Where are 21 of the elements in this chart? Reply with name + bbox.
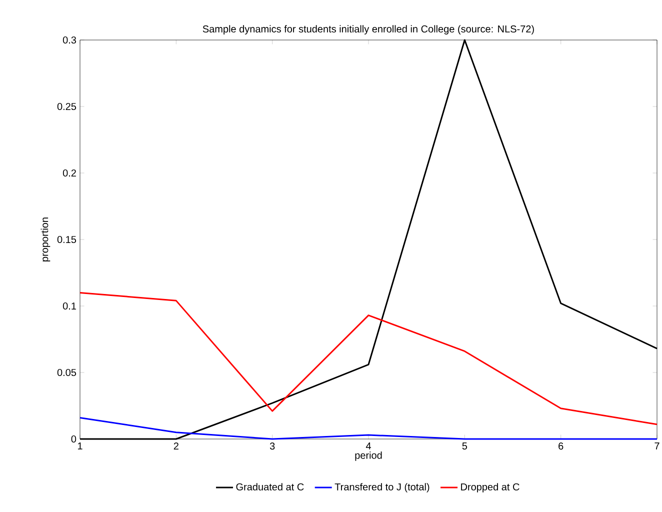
x-tick-label: 6 <box>558 442 564 450</box>
y-tick-label: 0.2 <box>62 169 76 177</box>
y-tick-label: 0.15 <box>57 236 76 244</box>
y-tick-label: 0.3 <box>62 36 76 44</box>
y-axis-title: proportion <box>40 218 50 262</box>
x-tick-label: 4 <box>366 442 371 450</box>
line-series <box>79 292 658 426</box>
y-tick-label: 0.05 <box>57 368 76 376</box>
y-tick-label: 0.1 <box>62 302 76 310</box>
y-tick-label: 0.25 <box>57 102 76 110</box>
chart-title: Sample dynamics for students initially enrolled in College (source: NLS-72) <box>202 25 534 34</box>
y-tick-label: 0 <box>71 435 76 443</box>
x-tick-label: 3 <box>270 442 275 450</box>
x-tick-label: 7 <box>654 442 660 450</box>
x-axis-title: period <box>355 451 382 461</box>
x-tick-label: 1 <box>78 442 82 450</box>
legend-label: Graduated at C <box>236 483 304 490</box>
legend-label: Dropped at C <box>461 483 520 492</box>
x-tick-label: 5 <box>462 442 468 450</box>
legend-label: Transfered to J (total) <box>334 483 430 492</box>
x-tick-label: 2 <box>174 442 178 450</box>
